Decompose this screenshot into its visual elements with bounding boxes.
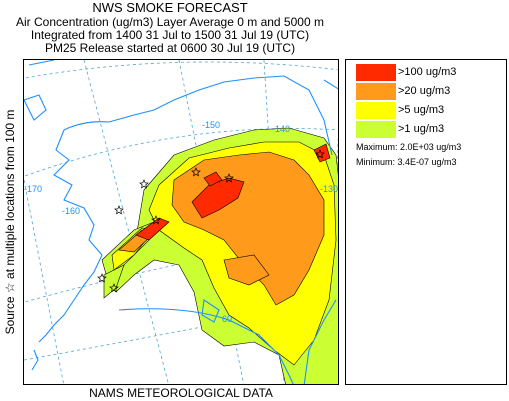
west-coast <box>53 129 103 256</box>
legend-label-20: >20 ug/m3 <box>398 85 451 97</box>
lon-label-150: -150 <box>202 120 220 130</box>
subtitle-integration: Integrated from 1400 31 Jul to 1500 31 J… <box>30 28 310 42</box>
legend-swatch-20 <box>356 83 396 100</box>
legend-label-5: >5 ug/m3 <box>398 104 445 116</box>
legend-row-1: >1 ug/m3 <box>356 121 496 138</box>
longitude-line <box>83 60 169 384</box>
map-title: NWS SMOKE FORECAST <box>92 0 248 15</box>
legend-row-20: >20 ug/m3 <box>356 83 496 100</box>
legend-maximum: Maximum: 2.0E+03 ug/m3 <box>356 142 462 152</box>
lon-label-160: -160 <box>62 206 80 216</box>
legend-label-100: >100 ug/m3 <box>398 66 457 78</box>
latitude-line <box>24 128 338 177</box>
legend-swatch-5 <box>356 102 396 119</box>
legend-swatch-1 <box>356 121 396 138</box>
peninsula-coast <box>38 254 103 343</box>
latitude-line <box>24 299 338 361</box>
star-icon <box>97 273 107 283</box>
source-markers <box>97 149 325 293</box>
star-icon <box>315 149 325 159</box>
north-coast <box>63 75 333 156</box>
south-coast <box>118 308 294 384</box>
latitude-line <box>24 61 338 79</box>
lon-label-170: -170 <box>24 184 42 194</box>
smoke-map[interactable]: -170 -160 -150 -140 -130 60 <box>23 59 339 385</box>
legend-row-100: >100 ug/m3 <box>356 64 496 81</box>
star-icon <box>191 167 201 177</box>
star-icon <box>224 173 234 183</box>
smoke-map-canvas: -170 -160 -150 -140 -130 60 <box>24 60 338 384</box>
legend: >100 ug/m3 >20 ug/m3 >5 ug/m3 >1 ug/m3 M… <box>345 59 507 385</box>
longitude-line <box>24 179 65 384</box>
source-side-text: Source ☆ at multiple locations from 100 … <box>3 109 17 335</box>
meteorological-data-label: NAMS METEOROLOGICAL DATA <box>89 386 273 400</box>
panhandle-coast <box>303 299 337 384</box>
subtitle-concentration: Air Concentration (ug/m3) Layer Average … <box>16 15 324 29</box>
lat-label-60: 60 <box>222 314 232 324</box>
legend-swatch-100 <box>356 64 396 81</box>
star-icon <box>139 179 149 189</box>
subtitle-release: PM25 Release started at 0600 30 Jul 19 (… <box>44 41 296 55</box>
lon-label-140: -140 <box>272 124 290 134</box>
source-side-label: Source ☆ at multiple locations from 100 … <box>0 59 20 385</box>
star-icon <box>114 205 124 215</box>
lon-label-130: -130 <box>320 184 338 194</box>
star-icon <box>109 283 119 293</box>
coastline <box>24 60 338 384</box>
legend-row-5: >5 ug/m3 <box>356 102 496 119</box>
legend-label-1: >1 ug/m3 <box>398 123 445 135</box>
star-icon <box>151 215 161 225</box>
legend-minimum: Minimum: 3.4E-07 ug/m3 <box>356 157 457 167</box>
